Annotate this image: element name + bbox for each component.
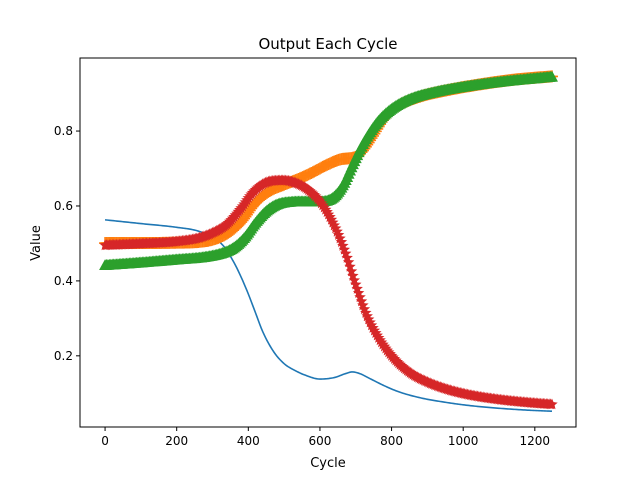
series-4-point [324,211,336,222]
series-4-point [546,398,558,410]
x-axis-label: Cycle [310,456,346,471]
series-1 [104,219,553,413]
series-4-point [345,265,358,277]
series-3-point [546,70,559,82]
series-4-point [350,278,362,290]
x-tick-label: 600 [308,434,331,448]
y-tick-label: 0.8 [54,124,73,138]
series-4 [99,174,558,410]
series-4-point [367,322,379,333]
x-tick-label: 800 [380,434,403,448]
y-axis-label: Value [29,225,44,261]
series-3 [99,70,559,270]
y-tick-label: 0.2 [54,349,73,363]
y-tick-label: 0.4 [54,274,73,288]
x-tick-label: 400 [237,434,260,448]
series-4-point [320,203,332,215]
x-tick-label: 0 [101,434,109,448]
axes: 0 200 400 600 800 1000 1200 0.2 0.4 0.6 0.8 [54,57,577,448]
plot-area [99,70,559,413]
series-4-point [373,332,385,343]
x-tick-label: 1200 [520,434,551,448]
series-1-line [104,219,553,413]
chart-title: Output Each Cycle [258,35,397,53]
x-tick-label: 200 [165,434,188,448]
series-4-point [341,251,353,263]
series-4-point [358,303,371,315]
y-tick-label: 0.6 [54,199,73,213]
axes-frame [79,57,577,428]
x-tick-label: 1000 [448,434,479,448]
series-4-point [368,324,381,336]
